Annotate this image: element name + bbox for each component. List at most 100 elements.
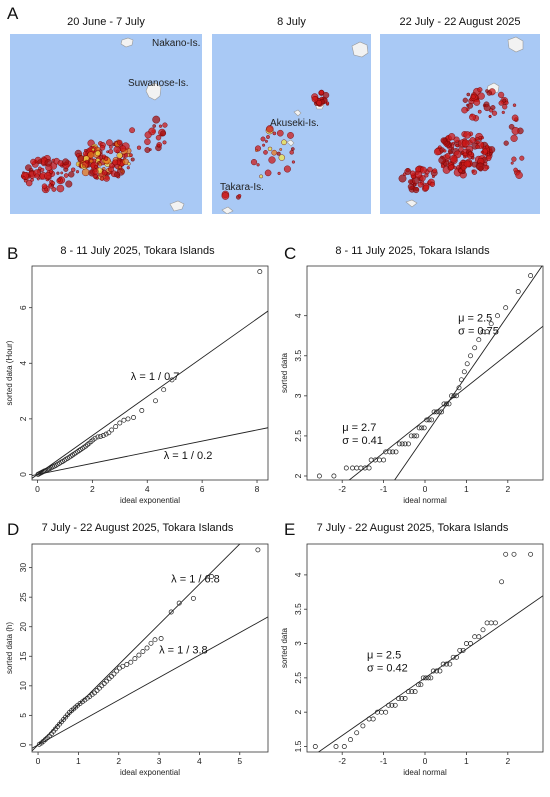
data-point [392,702,398,708]
data-point [449,393,454,399]
earthquake-dot [489,108,494,113]
data-point [488,620,494,626]
x-tick-label: 2 [505,756,510,766]
y-axis-label: sorted data (Hour) [5,340,14,405]
earthquake-dot [488,152,492,156]
earthquake-dot [450,147,454,151]
data-point [381,457,387,463]
data-point [348,737,353,743]
x-tick-label: -1 [380,756,388,766]
data-point [377,457,382,463]
earthquake-dot [95,176,99,180]
data-point [132,656,138,662]
y-tick-label: 1.5 [293,740,303,752]
earthquake-dot [127,162,131,166]
data-point [476,337,482,343]
earthquake-dot [267,146,273,152]
data-point [503,551,509,557]
earthquake-dot [502,98,507,103]
data-point [444,401,449,407]
data-point [402,441,408,447]
data-point [255,547,261,553]
data-point [209,574,214,579]
earthquake-dot [519,155,525,161]
earthquake-dot [116,152,123,159]
map-3-title: 22 July - 22 August 2025 [399,16,521,28]
data-point [458,377,464,383]
data-point [468,353,473,359]
map-8july: Akuseki-Is. Takara-Is. [212,34,371,214]
data-point [121,417,127,423]
y-tick-label: 6 [18,305,28,310]
earthquake-dot [448,164,455,171]
earthquake-dot [99,145,106,151]
x-tick-label: -2 [338,756,346,766]
plot-b-title: 8 - 11 July 2025, Tokara Islands [60,245,215,257]
line-annotation: σ = 0.75 [458,325,499,337]
y-tick-label: 3 [293,641,303,646]
data-point [96,685,102,691]
data-point [468,641,473,646]
plot-b: 0 2 4 6 8 0 2 4 6 ideal exponential sorted data (H… [0,258,275,525]
y-tick-label: 2.5 [293,672,303,684]
panel-e-letter: E [284,520,296,539]
data-point [492,620,498,626]
data-point [446,401,452,407]
earthquake-dot [440,164,445,169]
y-tick-label: 0 [18,472,28,477]
earthquake-dot [264,139,268,143]
data-point [425,675,431,681]
earthquake-dot [91,147,95,152]
data-point [101,681,107,686]
data-point [429,417,435,423]
data-point [476,634,482,640]
data-point [341,744,347,749]
earthquake-dot [511,127,520,135]
data-point [499,579,505,585]
earthquake-dot [157,143,161,148]
y-tick-label: 2 [293,473,303,478]
earthquake-dot [510,161,514,165]
data-point [131,415,136,420]
earthquake-dot [266,125,274,133]
earthquake-dot [71,167,76,172]
data-point [414,433,420,439]
data-point [379,709,384,715]
earthquake-dot [271,149,278,156]
data-point [405,441,411,447]
earthquake-dot [289,150,294,155]
data-point [100,433,106,438]
data-point [95,434,101,440]
data-point [136,652,142,658]
plot-d-title: 7 July - 22 August 2025, Tokara Islands [41,522,234,534]
label-nakano-is: Nakano-Is. [152,38,201,49]
earthquake-dot [114,171,120,178]
y-tick-label: 15 [18,651,28,661]
data-point [444,661,449,667]
earthquake-dot [68,171,75,178]
data-point [408,433,414,439]
map-20june-7july: Nakano-Is. Suwanose-Is. [10,34,202,214]
earthquake-dot [92,168,99,175]
data-point [399,696,405,701]
earthquake-dot [415,166,422,173]
y-tick-label: 20 [18,622,28,632]
data-point [396,441,402,447]
earthquake-dot [116,139,123,146]
data-point [396,696,401,701]
map-1-title: 20 June - 7 July [67,16,145,28]
earthquake-dot [44,159,52,167]
label-akuseki-is: Akuseki-Is. [270,118,319,129]
earthquake-dot [109,162,115,169]
data-point [148,640,154,646]
data-point [98,433,104,439]
earthquake-dot [103,156,109,161]
earthquake-dot [144,131,152,139]
data-point [360,723,366,729]
y-tick-label: 3.5 [293,350,303,362]
data-point [528,551,534,557]
reference-line [32,616,268,749]
line-annotation: μ = 2.5 [367,650,401,662]
plot-c-title: 8 - 11 July 2025, Tokara Islands [335,245,490,257]
data-point [515,289,521,295]
